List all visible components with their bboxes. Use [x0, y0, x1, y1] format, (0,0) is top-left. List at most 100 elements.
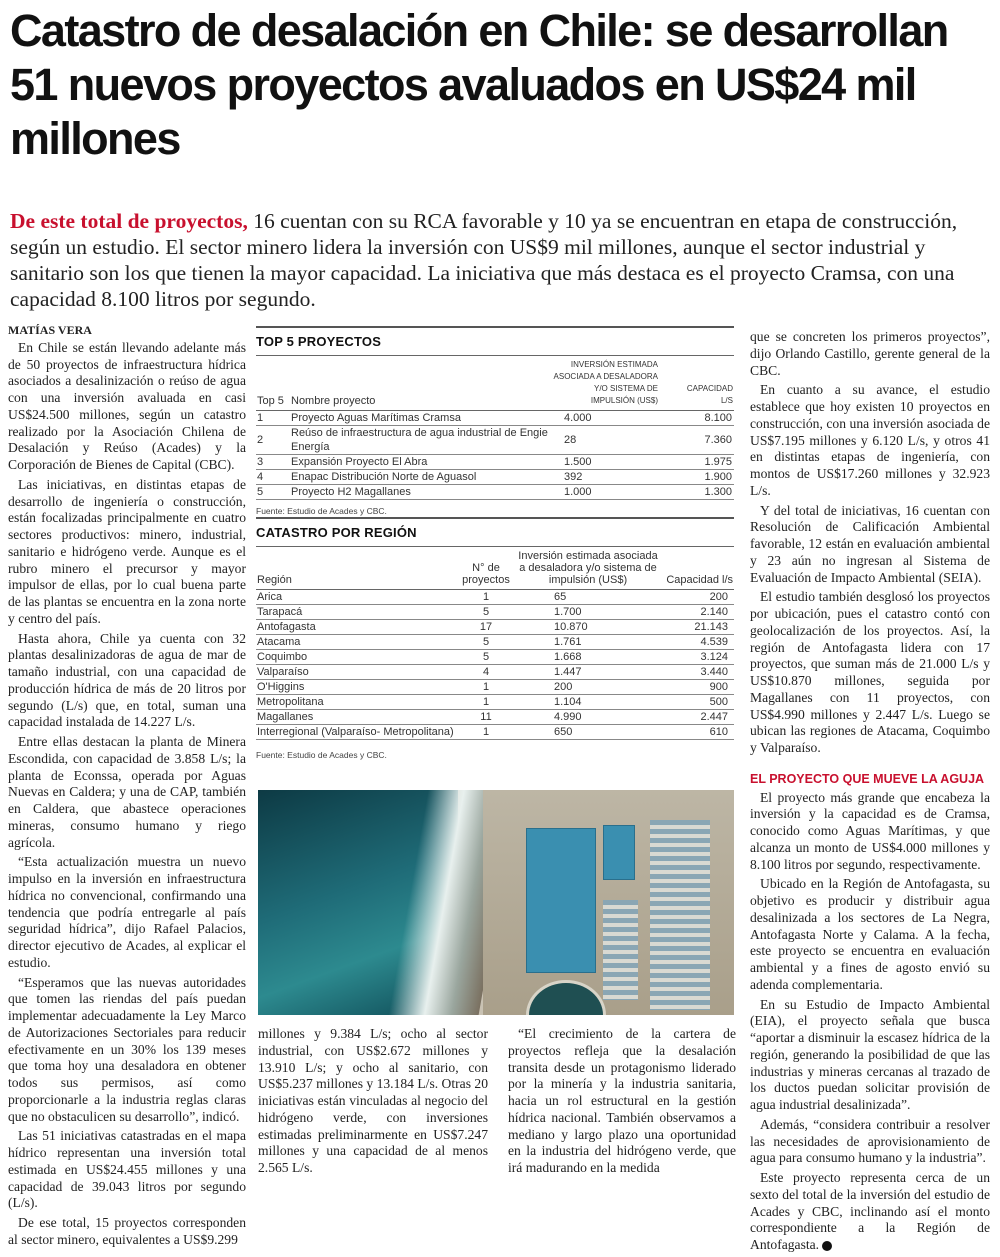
table-cell: 392	[552, 469, 672, 485]
paragraph: En Chile se están llevando adelante más …	[8, 339, 246, 472]
table-cell: 4.000	[552, 410, 672, 426]
table-cell: Coquimbo	[256, 649, 458, 665]
table-cell: Valparaíso	[256, 664, 458, 680]
table-cell: 4.539	[662, 634, 734, 650]
headline: Catastro de desalación en Chile: se desa…	[10, 5, 949, 164]
table-cell: 900	[662, 679, 734, 695]
lead-text: 16 cuentan con su RCA favorable y 10 ya …	[10, 209, 958, 311]
region-title: CATASTRO POR REGIÓN	[256, 517, 734, 547]
table-cell: Tarapacá	[256, 604, 458, 620]
paragraph: En su Estudio de Impacto Ambiental (EIA)…	[750, 996, 990, 1113]
table-cell: 4	[256, 469, 290, 485]
byline: Matías Vera	[8, 323, 92, 337]
table-cell: 200	[662, 589, 734, 605]
table-cell: 3.440	[662, 664, 734, 680]
table-cell: Reúso de infraestructura de agua industr…	[290, 425, 552, 455]
table-cell: 500	[662, 694, 734, 710]
table-cell: Proyecto H2 Magallanes	[290, 484, 552, 500]
table-row: Valparaíso 4 1.447 3.440	[256, 664, 734, 680]
table-cell: 65	[514, 589, 662, 605]
table-row: Metropolitana 1 1.104 500	[256, 694, 734, 710]
table-cell: 200	[514, 679, 662, 695]
table-row: 5 Proyecto H2 Magallanes 1.000 1.300	[256, 484, 734, 500]
table-cell: 1.700	[514, 604, 662, 620]
lead-paragraph: De este total de proyectos, 16 cuentan c…	[10, 208, 990, 312]
lead-kicker: De este total de proyectos,	[10, 209, 248, 233]
table-cell: Interregional (Valparaíso- Metropolitana…	[256, 724, 458, 740]
col-header: N° de proyectos	[458, 547, 514, 590]
table-cell: 1	[458, 589, 514, 605]
column-2a: millones y 9.384 L/s; ocho al sector ind…	[258, 1026, 488, 1180]
region-source: Fuente: Estudio de Acades y CBC.	[256, 750, 387, 760]
paragraph: Las iniciativas, en distintas etapas de …	[8, 476, 246, 626]
paragraph: Y del total de iniciativas, 16 cuentan c…	[750, 502, 990, 585]
table-cell: Expansión Proyecto El Abra	[290, 454, 552, 470]
paragraph: Este proyecto representa cerca de un sex…	[750, 1170, 990, 1254]
top5-table: Top 5 Nombre proyecto Inversión estimada…	[256, 356, 734, 500]
table-cell: 8.100	[672, 410, 734, 426]
paragraph: De ese total, 15 proyectos corresponden …	[8, 1215, 246, 1247]
table-cell: 1	[458, 694, 514, 710]
col-header: Top 5	[256, 356, 290, 411]
subheading-text: El proyecto que mueve la aguja	[750, 771, 985, 786]
table-row: Interregional (Valparaíso- Metropolitana…	[256, 724, 734, 740]
table-cell: 1.447	[514, 664, 662, 680]
table-cell: 1	[458, 724, 514, 740]
paragraph-text: Este proyecto representa cerca de un sex…	[750, 1170, 990, 1252]
region-table-box: CATASTRO POR REGIÓN Región N° de proyect…	[256, 517, 734, 760]
table-cell: 1.975	[672, 454, 734, 470]
table-cell: 1	[256, 410, 290, 426]
table-cell: 3.124	[662, 649, 734, 665]
paragraph: Entre ellas destacan la planta de Minera…	[8, 734, 246, 850]
table-cell: 1.668	[514, 649, 662, 665]
table-cell: 21.143	[662, 619, 734, 635]
table-row: 4 Enapac Distribución Norte de Aguasol 392…	[256, 469, 734, 485]
column-1: Matías Vera En Chile se están llevando a…	[8, 322, 246, 1252]
table-cell: 1.761	[514, 634, 662, 650]
desalination-plant-aerial-photo	[258, 790, 734, 1015]
table-cell: 5	[458, 604, 514, 620]
paragraph: Ubicado en la Región de Antofagasta, su …	[750, 876, 990, 992]
pipe-racks	[603, 900, 638, 1000]
paragraph: El proyecto más grande que encabeza la i…	[750, 789, 990, 872]
table-cell: Metropolitana	[256, 694, 458, 710]
paragraph: “El crecimiento de la cartera de proyect…	[508, 1026, 736, 1175]
col-header: Capacidad l/s	[662, 547, 734, 590]
table-cell: Atacama	[256, 634, 458, 650]
paragraph: En cuanto a su avance, el estudio establ…	[750, 382, 990, 498]
building	[526, 828, 596, 973]
table-cell: 2.140	[662, 604, 734, 620]
table-row: 3 Expansión Proyecto El Abra 1.500 1.975	[256, 454, 734, 470]
table-row: 2 Reúso de infraestructura de agua indust…	[256, 425, 734, 455]
table-cell: 5	[256, 484, 290, 500]
col-header: Inversión estimada asociada a desaladora…	[514, 547, 662, 590]
col-header: Capacidad L/s	[672, 356, 734, 411]
paragraph: que se concreten los primeros proyectos”…	[750, 329, 990, 378]
col-header: Región	[256, 547, 458, 590]
paragraph: El estudio también desglosó los proyecto…	[750, 589, 990, 755]
table-row: Antofagasta 17 10.870 21.143	[256, 619, 734, 635]
table-row: Atacama 5 1.761 4.539	[256, 634, 734, 650]
subheading: El proyecto que mueve la aguja	[750, 771, 990, 788]
table-cell: 2	[256, 425, 290, 455]
table-cell: O'Higgins	[256, 679, 458, 695]
table-cell: 4	[458, 664, 514, 680]
table-cell: 3	[256, 454, 290, 470]
paragraph: millones y 9.384 L/s; ocho al sector ind…	[258, 1026, 488, 1175]
table-row: Coquimbo 5 1.668 3.124	[256, 649, 734, 665]
top5-source: Fuente: Estudio de Acades y CBC.	[256, 506, 387, 516]
table-cell: 28	[552, 425, 672, 455]
table-cell: 5	[458, 634, 514, 650]
table-cell: 1	[458, 679, 514, 695]
table-cell: 17	[458, 619, 514, 635]
table-cell: 1.500	[552, 454, 672, 470]
table-cell: 1.104	[514, 694, 662, 710]
table-cell: 7.360	[672, 425, 734, 455]
table-cell: 2.447	[662, 709, 734, 725]
table-cell: 11	[458, 709, 514, 725]
table-cell: Arica	[256, 589, 458, 605]
building	[603, 825, 635, 880]
table-cell: Enapac Distribución Norte de Aguasol	[290, 469, 552, 485]
region-table: Región N° de proyectos Inversión estimad…	[256, 547, 734, 740]
paragraph: “Esperamos que las nuevas autoridades qu…	[8, 974, 246, 1124]
